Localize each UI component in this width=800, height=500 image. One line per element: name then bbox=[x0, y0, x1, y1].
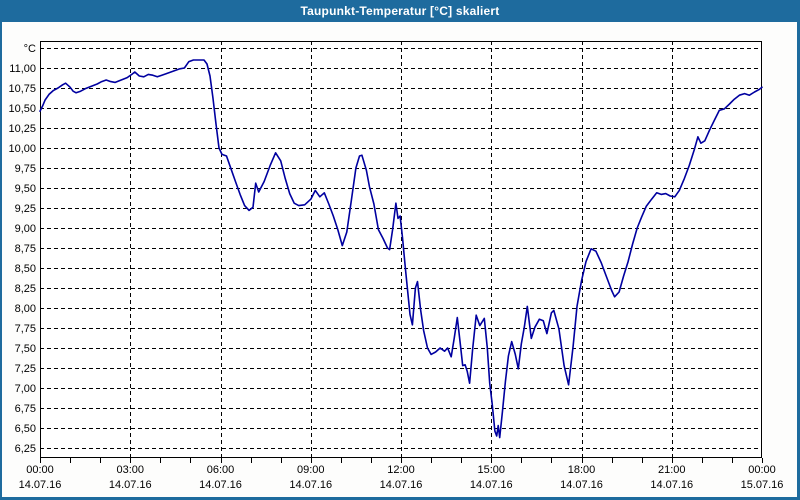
x-tick-time-label: 03:00 bbox=[116, 464, 144, 476]
y-tick-label: 9,50 bbox=[15, 183, 36, 195]
y-tick-label: 6,25 bbox=[15, 443, 36, 455]
plot-box bbox=[40, 41, 762, 458]
title-bar: Taupunkt-Temperatur [°C] skaliert bbox=[0, 0, 800, 22]
x-tick-date-label: 14.07.16 bbox=[289, 479, 332, 491]
x-tick-date-label: 14.07.16 bbox=[650, 479, 693, 491]
x-tick-date-label: 14.07.16 bbox=[19, 479, 62, 491]
y-tick-label: 6,75 bbox=[15, 403, 36, 415]
y-tick-label: 8,50 bbox=[15, 263, 36, 275]
x-tick-date-label: 14.07.16 bbox=[560, 479, 603, 491]
x-tick-date-label: 14.07.16 bbox=[380, 479, 423, 491]
x-tick-time-label: 06:00 bbox=[207, 464, 235, 476]
y-tick-label: 8,75 bbox=[15, 243, 36, 255]
x-tick-time-label: 21:00 bbox=[658, 464, 686, 476]
window-border-left bbox=[0, 22, 2, 500]
y-tick-label: 10,00 bbox=[8, 143, 36, 155]
y-tick-label: 10,75 bbox=[8, 83, 36, 95]
x-tick-time-label: 00:00 bbox=[748, 464, 776, 476]
x-tick-date-label: 15.07.16 bbox=[741, 479, 784, 491]
y-tick-label: 11,00 bbox=[9, 63, 36, 75]
y-tick-label: 10,50 bbox=[8, 103, 36, 115]
x-tick-time-label: 15:00 bbox=[477, 464, 505, 476]
y-tick-label: 7,00 bbox=[15, 383, 36, 395]
window-border-bottom bbox=[0, 497, 800, 500]
window-border-right bbox=[797, 22, 800, 500]
x-tick-time-label: 12:00 bbox=[387, 464, 415, 476]
y-tick-label: 9,00 bbox=[15, 223, 36, 235]
x-tick-date-label: 14.07.16 bbox=[109, 479, 152, 491]
x-tick-time-label: 00:00 bbox=[26, 464, 54, 476]
y-axis-unit-label: °C bbox=[24, 43, 36, 55]
y-tick-label: 6,50 bbox=[15, 423, 36, 435]
x-tick-time-label: 18:00 bbox=[568, 464, 596, 476]
y-tick-label: 7,25 bbox=[15, 363, 36, 375]
x-tick-date-label: 14.07.16 bbox=[199, 479, 242, 491]
y-tick-label: 9,25 bbox=[15, 203, 36, 215]
temperature-series-line bbox=[39, 59, 763, 439]
y-tick-label: 8,25 bbox=[15, 283, 36, 295]
y-tick-label: 7,75 bbox=[15, 323, 36, 335]
window-title: Taupunkt-Temperatur [°C] skaliert bbox=[300, 4, 500, 18]
y-tick-label: 7,50 bbox=[15, 343, 36, 355]
y-tick-label: 9,75 bbox=[15, 163, 36, 175]
plot-area bbox=[40, 41, 762, 458]
x-tick-time-label: 09:00 bbox=[297, 464, 325, 476]
x-tick-date-label: 14.07.16 bbox=[470, 479, 513, 491]
y-tick-label: 8,00 bbox=[15, 303, 36, 315]
y-tick-label: 10,25 bbox=[8, 123, 36, 135]
